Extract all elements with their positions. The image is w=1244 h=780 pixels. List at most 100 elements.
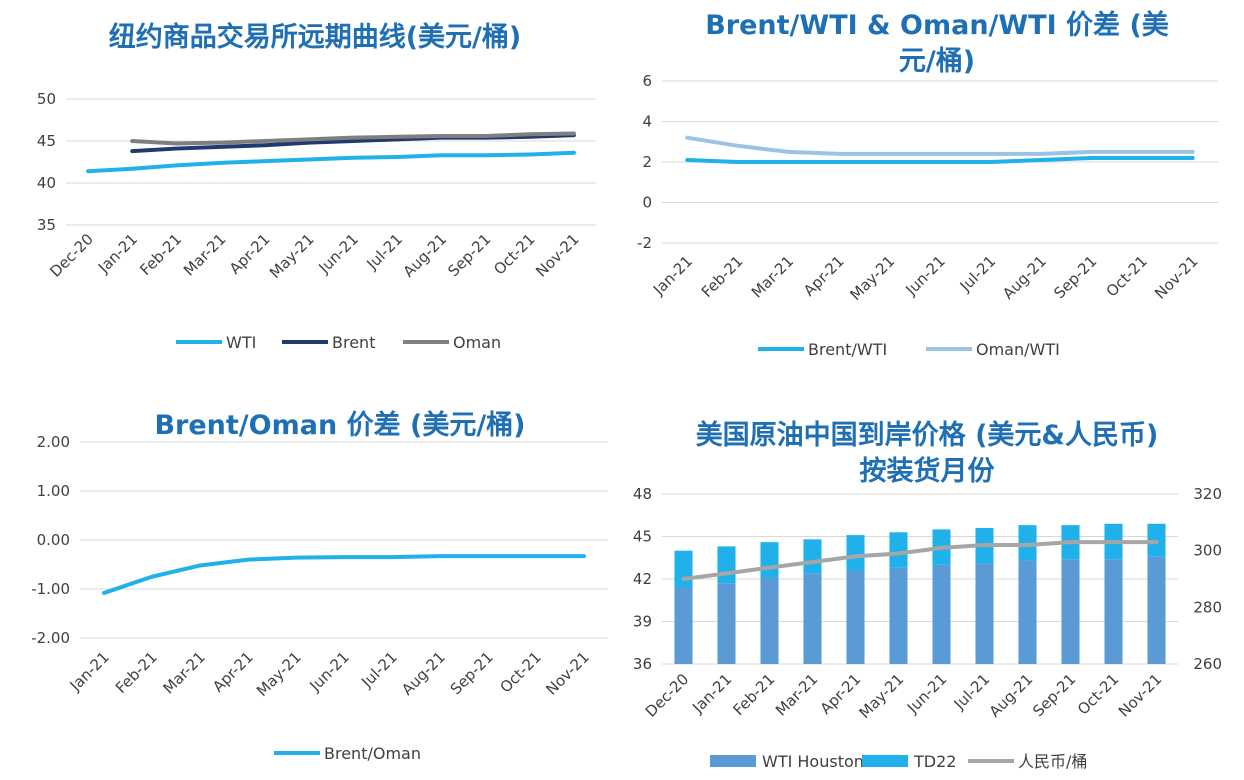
series-line-oman-wti [687, 138, 1192, 154]
x-tick-label: Jan-21 [94, 230, 141, 277]
x-tick-label: Nov-21 [1115, 670, 1165, 720]
y2-tick-label: 280 [1193, 598, 1222, 616]
series-line-rmb [684, 542, 1157, 579]
brent-oman-spread-title: Brent/Oman 价差 (美元/桶) [60, 408, 620, 444]
bar-td22 [760, 542, 778, 577]
x-tick-label: May-21 [253, 648, 305, 700]
brent-oman-wti-spread-panel: Brent/WTI & Oman/WTI 价差 (美元/桶) 6 4 2 0 -2 Jan… [622, 0, 1244, 380]
x-tick-label: May-21 [856, 670, 908, 722]
bar-wti-houston [975, 563, 993, 664]
x-tick-label: Jun-21 [315, 230, 362, 277]
x-tick-label: Jul-21 [956, 252, 1000, 296]
bar-td22 [717, 546, 735, 583]
bar-td22 [803, 539, 821, 573]
y2-tick-label: 320 [1193, 485, 1222, 503]
y-tick-label: -2 [637, 234, 652, 252]
us-crude-china-landed-panel: 美国原油中国到岸价格 (美元&人民币) 按装货月份 48 45 42 39 36 320 3… [622, 400, 1244, 780]
legend-label: Brent [332, 333, 375, 352]
y-tick-label: 45 [633, 528, 652, 546]
forward-curve-panel: 纽约商品交易所远期曲线(美元/桶) 50 45 40 35 Dec-20 Jan-21 Fe… [0, 0, 622, 380]
x-tick-label: Oct-21 [496, 648, 544, 696]
x-tick-label: Apr-21 [800, 252, 848, 300]
y-tick-label: -2.00 [31, 629, 70, 647]
y-tick-label: 42 [633, 570, 652, 588]
legend-label: Brent/WTI [808, 340, 887, 359]
x-tick-label: Sep-21 [1029, 670, 1079, 720]
x-tick-label: Mar-21 [180, 230, 229, 279]
y-tick-label: 0 [642, 194, 652, 212]
x-tick-label: Oct-21 [1074, 670, 1122, 718]
x-tick-label: Jan-21 [688, 670, 735, 717]
x-tick-label: Jun-21 [901, 252, 948, 299]
x-tick-label: Jan-21 [66, 648, 113, 695]
legend-label: Brent/Oman [324, 744, 421, 763]
x-tick-label: Nov-21 [532, 230, 582, 280]
brent-oman-spread-panel: Brent/Oman 价差 (美元/桶) 2.00 1.00 0.00 -1.00 -2… [0, 400, 622, 780]
us-crude-china-landed-title: 美国原油中国到岸价格 (美元&人民币) 按装货月份 [692, 418, 1162, 490]
bar-wti-houston [1104, 559, 1122, 664]
y-tick-label: 36 [633, 655, 652, 673]
x-tick-label: Oct-21 [1103, 252, 1151, 300]
brent-oman-wti-spread-title: Brent/WTI & Oman/WTI 价差 (美元/桶) [692, 8, 1182, 80]
y-tick-label: 35 [37, 216, 56, 234]
x-tick-label: Feb-21 [698, 252, 747, 301]
series-line-wti [88, 153, 574, 171]
y-tick-label: 39 [633, 613, 652, 631]
legend-label: WTI [226, 333, 256, 352]
legend-swatch-wti-houston [710, 755, 756, 767]
y-tick-label: 45 [37, 132, 56, 150]
x-tick-label: Aug-21 [399, 230, 450, 281]
y-tick-label: 40 [37, 174, 56, 192]
y-tick-label: -1.00 [31, 580, 70, 598]
forward-curve-chart: 50454035Dec-20Jan-21Feb-21Mar-21Apr-21Ma… [0, 0, 622, 380]
legend-label: Oman/WTI [976, 340, 1060, 359]
y2-tick-label: 260 [1193, 655, 1222, 673]
x-tick-label: Dec-20 [46, 230, 97, 281]
x-tick-label: Apr-21 [209, 648, 257, 696]
bar-wti-houston [889, 568, 907, 664]
legend-label: TD22 [913, 752, 956, 771]
legend-label: WTI Houston [762, 752, 864, 771]
x-tick-label: Feb-21 [729, 670, 778, 719]
x-tick-label: Aug-21 [398, 648, 449, 699]
x-tick-label: Aug-21 [999, 252, 1050, 303]
legend-swatch-td22 [862, 755, 908, 767]
y-tick-label: 1.00 [37, 482, 70, 500]
x-tick-label: Nov-21 [1151, 252, 1201, 302]
bar-wti-houston [717, 583, 735, 664]
x-tick-label: Aug-21 [986, 670, 1037, 721]
x-tick-label: Feb-21 [112, 648, 161, 697]
x-tick-label: Feb-21 [136, 230, 185, 279]
x-tick-label: Jan-21 [649, 252, 696, 299]
x-tick-label: Oct-21 [490, 230, 538, 278]
y2-tick-label: 300 [1193, 542, 1222, 560]
y-tick-label: 0.00 [37, 531, 70, 549]
y-tick-label: 50 [37, 90, 56, 108]
bar-wti-houston [674, 588, 692, 665]
x-tick-label: Mar-21 [159, 648, 208, 697]
forward-curve-title: 纽约商品交易所远期曲线(美元/桶) [80, 20, 550, 56]
x-tick-label: Nov-21 [542, 648, 592, 698]
x-tick-label: Sep-21 [444, 230, 494, 280]
bar-td22 [674, 551, 692, 588]
y-tick-label: 2 [642, 153, 652, 171]
y-tick-label: 6 [642, 72, 652, 90]
x-tick-label: Jul-21 [357, 648, 401, 692]
x-tick-label: Dec-20 [642, 670, 693, 721]
x-tick-label: Mar-21 [748, 252, 797, 301]
bar-wti-houston [1147, 556, 1165, 664]
series-line-brent-wti [687, 158, 1192, 162]
y-tick-label: 48 [633, 485, 652, 503]
bar-td22 [1147, 524, 1165, 557]
x-tick-label: Mar-21 [772, 670, 821, 719]
bar-wti-houston [760, 578, 778, 664]
bar-wti-houston [803, 573, 821, 664]
series-line-brent-oman [104, 556, 584, 593]
bar-wti-houston [1061, 559, 1079, 664]
bar-wti-houston [1018, 561, 1036, 664]
x-tick-label: Jun-21 [305, 648, 352, 695]
legend-label: Oman [453, 333, 501, 352]
bar-wti-houston [932, 565, 950, 664]
x-tick-label: Sep-21 [447, 648, 497, 698]
